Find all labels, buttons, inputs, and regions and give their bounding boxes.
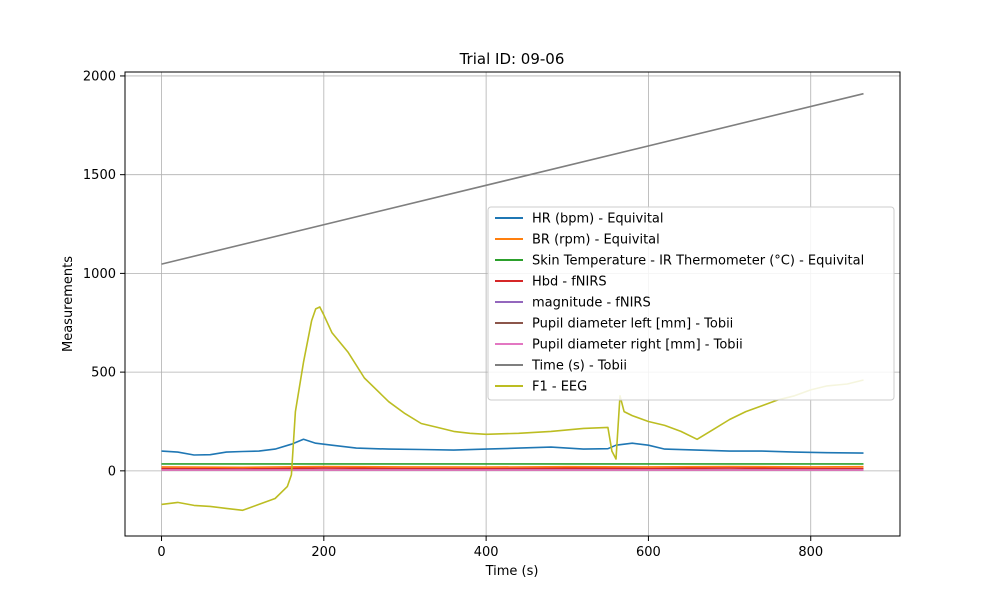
x-tick-label: 0 bbox=[157, 545, 165, 560]
y-tick-label: 0 bbox=[108, 464, 116, 479]
x-tick-label: 800 bbox=[798, 545, 823, 560]
chart-title: Trial ID: 09-06 bbox=[459, 50, 565, 68]
legend-entry: Pupil diameter left [mm] - Tobii bbox=[532, 317, 733, 332]
legend-entry: BR (rpm) - Equivital bbox=[532, 233, 660, 248]
series-line-7 bbox=[161, 92, 864, 265]
x-tick-label: 200 bbox=[311, 545, 336, 560]
legend: HR (bpm) - Equivital BR (rpm) - Equivital… bbox=[487, 206, 895, 401]
x-tick-label: 600 bbox=[636, 545, 661, 560]
series-line-1 bbox=[161, 465, 864, 469]
x-tick-label: 400 bbox=[474, 545, 499, 560]
legend-entry: Pupil diameter right [mm] - Tobii bbox=[532, 338, 743, 353]
legend-box bbox=[487, 206, 895, 401]
series-line-0 bbox=[161, 438, 864, 456]
legend-entry: F1 - EEG bbox=[532, 380, 587, 395]
series-lines bbox=[161, 92, 864, 512]
legend-entry: Time (s) - Tobii bbox=[531, 359, 627, 374]
y-tick-label: 1500 bbox=[83, 168, 116, 183]
legend-entry: Skin Temperature - IR Thermometer (°C) -… bbox=[532, 254, 864, 269]
y-tick-label: 500 bbox=[91, 366, 116, 381]
series-line-8 bbox=[161, 306, 864, 512]
series-line-3 bbox=[161, 467, 864, 470]
y-tick-label: 1000 bbox=[83, 267, 116, 282]
y-axis-label: Measurements bbox=[61, 256, 76, 352]
axis-ticks: 0 200 400 600 800 0 500 1000 1500 2000 bbox=[83, 69, 823, 560]
legend-entry: magnitude - fNIRS bbox=[532, 296, 651, 311]
x-axis-label: Time (s) bbox=[485, 564, 539, 579]
y-tick-label: 2000 bbox=[83, 69, 116, 84]
legend-entry: HR (bpm) - Equivital bbox=[532, 212, 664, 227]
plot-frame bbox=[124, 71, 901, 537]
legend-entry: Hbd - fNIRS bbox=[532, 275, 607, 290]
